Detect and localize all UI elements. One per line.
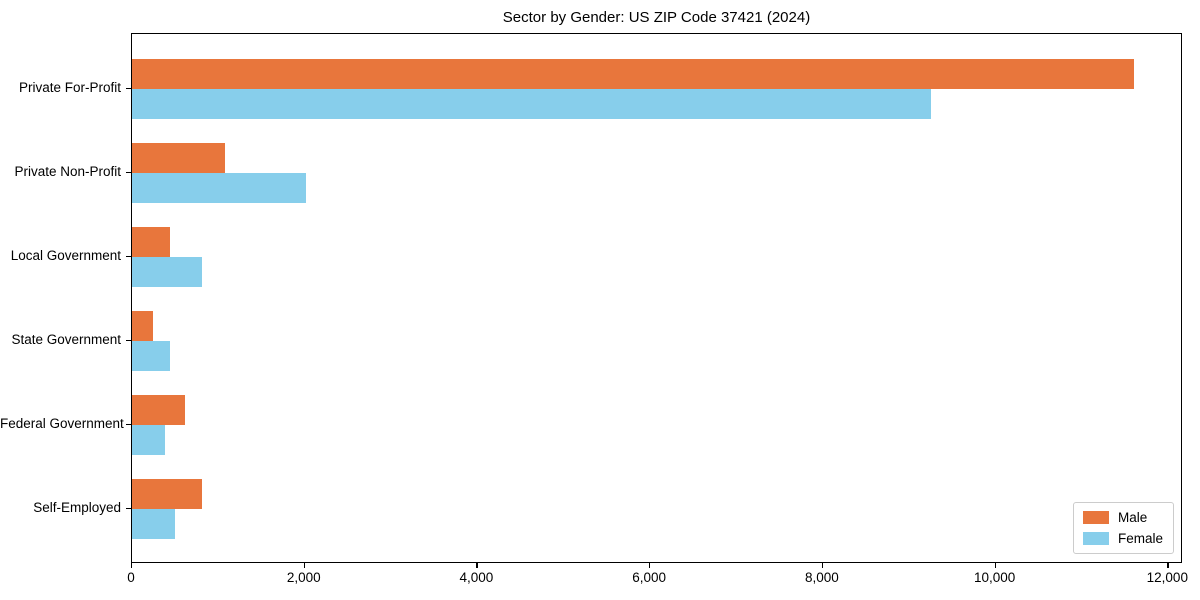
y-tick-mark — [126, 340, 131, 342]
x-tick-mark — [1167, 563, 1169, 568]
bar-male-0 — [132, 59, 1134, 89]
x-tick-label: 8,000 — [804, 570, 839, 585]
bar-female-0 — [132, 89, 931, 119]
y-tick-mark — [126, 88, 131, 90]
female-legend-swatch — [1082, 532, 1109, 545]
y-tick-mark — [126, 508, 131, 510]
x-tick-mark — [649, 563, 651, 568]
legend: Male Female — [1072, 502, 1174, 554]
bar-female-3 — [132, 341, 170, 371]
x-tick-label: 4,000 — [459, 570, 494, 585]
y-axis-label: Federal Government — [0, 416, 124, 431]
x-tick-label: 10,000 — [973, 570, 1016, 585]
x-tick-mark — [821, 563, 824, 568]
bar-female-4 — [132, 425, 165, 455]
x-tick-mark — [131, 563, 133, 568]
y-tick-mark — [126, 172, 131, 174]
legend-label-male: Male — [1117, 510, 1148, 525]
y-axis-label: State Government — [11, 332, 121, 347]
male-legend-swatch — [1082, 511, 1109, 524]
bar-male-5 — [132, 479, 202, 509]
legend-label-female: Female — [1117, 531, 1163, 546]
y-axis-label: Private For-Profit — [18, 80, 121, 95]
bar-female-5 — [132, 509, 176, 539]
x-tick-mark — [476, 563, 478, 568]
bar-female-2 — [132, 257, 202, 287]
bar-male-1 — [132, 143, 226, 173]
chart-title: Sector by Gender: US ZIP Code 37421 (202… — [502, 9, 811, 26]
x-tick-mark — [303, 563, 305, 568]
bar-female-1 — [132, 173, 306, 203]
y-tick-mark — [126, 256, 131, 258]
bar-male-3 — [132, 311, 154, 341]
y-axis-label: Local Government — [10, 248, 121, 263]
bar-male-4 — [132, 395, 185, 425]
x-tick-label: 0 — [127, 570, 135, 585]
x-tick-mark — [994, 563, 996, 568]
x-tick-label: 12,000 — [1146, 570, 1188, 585]
plot-area: Male Female — [131, 33, 1182, 563]
legend-entry-male: Male — [1082, 510, 1163, 525]
x-tick-label: 2,000 — [286, 570, 321, 585]
y-tick-mark — [126, 424, 131, 426]
bar-male-2 — [132, 227, 170, 257]
y-axis-label: Self-Employed — [33, 500, 121, 515]
x-tick-label: 6,000 — [632, 570, 667, 585]
y-axis-label: Private Non-Profit — [14, 164, 121, 179]
legend-entry-female: Female — [1082, 531, 1163, 546]
